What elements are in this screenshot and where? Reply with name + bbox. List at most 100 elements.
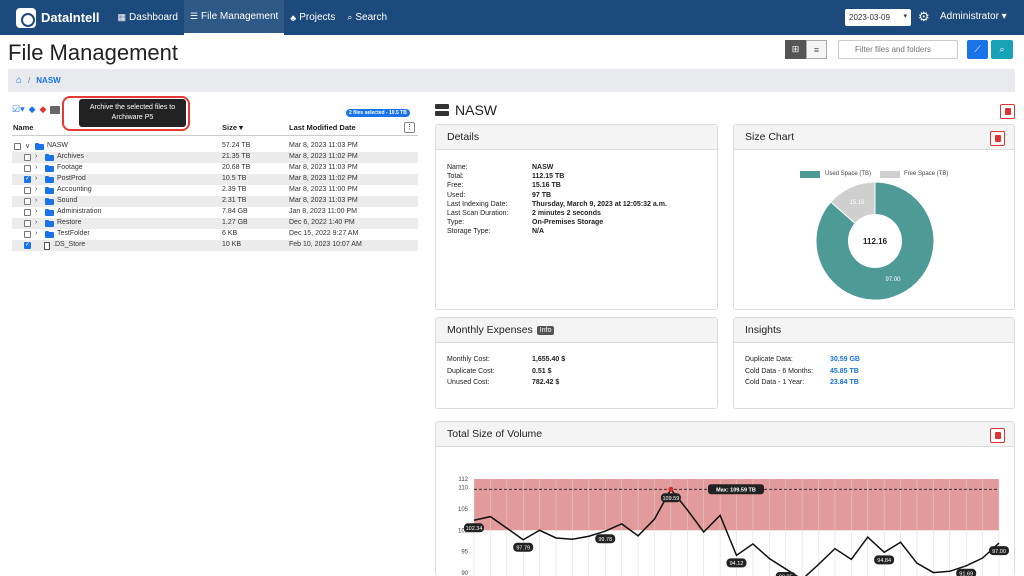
brand-name: DataIntell: [41, 10, 100, 25]
kv-label: Name:: [447, 164, 468, 171]
breadcrumb-item-nasw[interactable]: NASW: [36, 76, 61, 85]
chevron-right-icon[interactable]: ›: [35, 153, 38, 160]
list-view-button[interactable]: ≡: [806, 40, 827, 59]
chevron-right-icon[interactable]: ›: [35, 164, 38, 171]
gear-icon[interactable]: ⚙: [918, 9, 930, 24]
brand[interactable]: DataIntell: [16, 7, 100, 28]
chevron-right-icon[interactable]: ›: [35, 219, 38, 226]
column-date[interactable]: Last Modified Date: [289, 123, 356, 132]
kv-label: Unused Cost:: [447, 379, 490, 386]
row-checkbox[interactable]: [24, 175, 31, 183]
nav-search[interactable]: ⌕ Search: [341, 0, 393, 35]
row-name: .DS_Store: [53, 241, 86, 248]
user-menu[interactable]: Administrator ▾: [940, 11, 1007, 22]
row-size: 10.5 TB: [222, 175, 247, 182]
kv-value[interactable]: 23.84 TB: [830, 379, 859, 386]
kv-label: Free:: [447, 182, 464, 190]
chart-button[interactable]: ⟋: [967, 40, 988, 59]
info-badge[interactable]: Info: [536, 325, 555, 335]
total-size-pdf-button[interactable]: [990, 428, 1005, 443]
y-tick-label: 100: [458, 528, 469, 534]
nav-dashboard[interactable]: ▦ Dashboard: [112, 0, 184, 35]
filter-input[interactable]: [838, 40, 958, 59]
file-row[interactable]: › Administration 7.84 GB Jan 8, 2023 11:00 …: [12, 207, 418, 218]
date-value: 2023-03-09: [849, 13, 890, 22]
chevron-right-icon[interactable]: ›: [35, 230, 38, 237]
details-title: Details: [436, 125, 717, 150]
chevron-right-icon[interactable]: ›: [35, 208, 38, 215]
nav-projects[interactable]: ♣ Projects: [284, 0, 341, 35]
y-tick-label: 90: [461, 571, 468, 576]
size-chart-title: Size Chart: [734, 125, 1014, 150]
kv-label: Type:: [447, 219, 465, 227]
point-label: 90.95: [779, 575, 793, 576]
chevron-right-icon[interactable]: ›: [35, 197, 38, 204]
row-size: 2.39 TB: [222, 186, 247, 193]
expenses-title: Monthly Expenses: [447, 324, 533, 336]
file-row[interactable]: › Footage 20.68 TB Mar 8, 2023 11:03 PM: [12, 163, 418, 174]
row-size: 21.35 TB: [222, 153, 251, 160]
row-checkbox[interactable]: [24, 231, 31, 238]
tag-red-icon[interactable]: ◆: [39, 104, 47, 114]
file-row[interactable]: › PostProd 10.5 TB Mar 8, 2023 11:02 PM: [12, 174, 418, 185]
export-pdf-button[interactable]: [1000, 104, 1015, 119]
size-donut-chart: 112.16 97.00 15.16: [815, 181, 935, 301]
tree-view-button[interactable]: ⊞: [785, 40, 806, 59]
insights-title: Insights: [734, 318, 1014, 343]
row-checkbox[interactable]: [24, 241, 31, 249]
select-all-icon[interactable]: ☑▾: [12, 104, 25, 114]
file-row[interactable]: › TestFolder 6 KB Dec 15, 2022 9:27 AM: [12, 229, 418, 240]
row-checkbox[interactable]: [24, 220, 31, 227]
column-size-label: Size: [222, 123, 238, 132]
row-name: Sound: [57, 197, 78, 204]
kv-label: Last Indexing Date:: [447, 200, 508, 208]
total-size-line-chart: 112 110 105 100 95 90 Max: 109.59 TB 102.34 97.7…: [458, 477, 1009, 576]
date-select[interactable]: 2023-03-09 ▾: [845, 9, 911, 26]
file-row[interactable]: › Accounting 2.39 TB Mar 8, 2023 11:00 PM: [12, 185, 418, 196]
column-size[interactable]: Size ▾: [222, 123, 243, 132]
file-row[interactable]: › Restore 1.27 GB Dec 6, 2022 1:40 PM: [12, 218, 418, 229]
y-tick-label: 110: [458, 486, 468, 492]
brand-logo-icon: [16, 7, 36, 28]
kv-value[interactable]: 45.85 TB: [830, 367, 859, 375]
row-date: Mar 8, 2023 11:03 PM: [289, 142, 358, 149]
search-button[interactable]: ⌕: [991, 40, 1013, 59]
y-tick-label: 105: [458, 507, 469, 513]
home-icon[interactable]: ⌂: [16, 75, 23, 86]
kv-value: 15.16 TB: [532, 182, 561, 190]
column-menu-button[interactable]: ⋮: [404, 122, 415, 133]
row-checkbox[interactable]: [24, 165, 31, 172]
archive-icon[interactable]: [50, 105, 61, 114]
row-date: Mar 8, 2023 11:03 PM: [289, 164, 358, 171]
chevron-right-icon[interactable]: ›: [35, 175, 38, 182]
row-checkbox[interactable]: [14, 143, 21, 150]
kv-value: 0.51 $: [532, 367, 552, 375]
nav-items: ▦ Dashboard ☰ File Management ♣ Projects…: [112, 0, 394, 35]
file-row[interactable]: › Sound 2.31 TB Mar 8, 2023 11:03 PM: [12, 196, 418, 207]
file-row[interactable]: › Archives 21.35 TB Mar 8, 2023 11:02 PM: [12, 152, 418, 163]
donut-slice-used[interactable]: [815, 181, 935, 301]
row-checkbox[interactable]: [24, 209, 31, 216]
row-checkbox[interactable]: [24, 154, 31, 161]
row-size: 10 KB: [222, 241, 242, 248]
folder-icon: [45, 153, 54, 161]
column-name[interactable]: Name: [13, 123, 34, 132]
chevron-right-icon[interactable]: ›: [35, 186, 38, 193]
row-name: TestFolder: [57, 230, 90, 237]
size-chart-pdf-button[interactable]: [990, 131, 1005, 146]
header-divider: [12, 135, 418, 136]
point-label-box: [513, 542, 534, 552]
file-row[interactable]: .DS_Store 10 KB Feb 10, 2023 10:07 AM: [12, 240, 418, 251]
nav-file-management[interactable]: ☰ File Management: [183, 0, 285, 35]
row-checkbox[interactable]: [24, 187, 31, 194]
navbar: DataIntell ▦ Dashboard ☰ File Management…: [0, 0, 1024, 35]
chevron-down-icon[interactable]: ∨: [25, 143, 31, 150]
row-checkbox[interactable]: [24, 198, 31, 205]
file-row[interactable]: ∨ NASW 57.24 TB Mar 8, 2023 11:03 PM: [12, 141, 418, 152]
tag-blue-icon[interactable]: ◆: [28, 104, 36, 114]
total-size-title: Total Size of Volume: [436, 422, 1014, 447]
point-label-box: [874, 555, 895, 565]
kv-value[interactable]: 30.59 GB: [830, 356, 860, 363]
point-label-box: [595, 534, 616, 544]
nav-search-label: Search: [355, 12, 388, 23]
